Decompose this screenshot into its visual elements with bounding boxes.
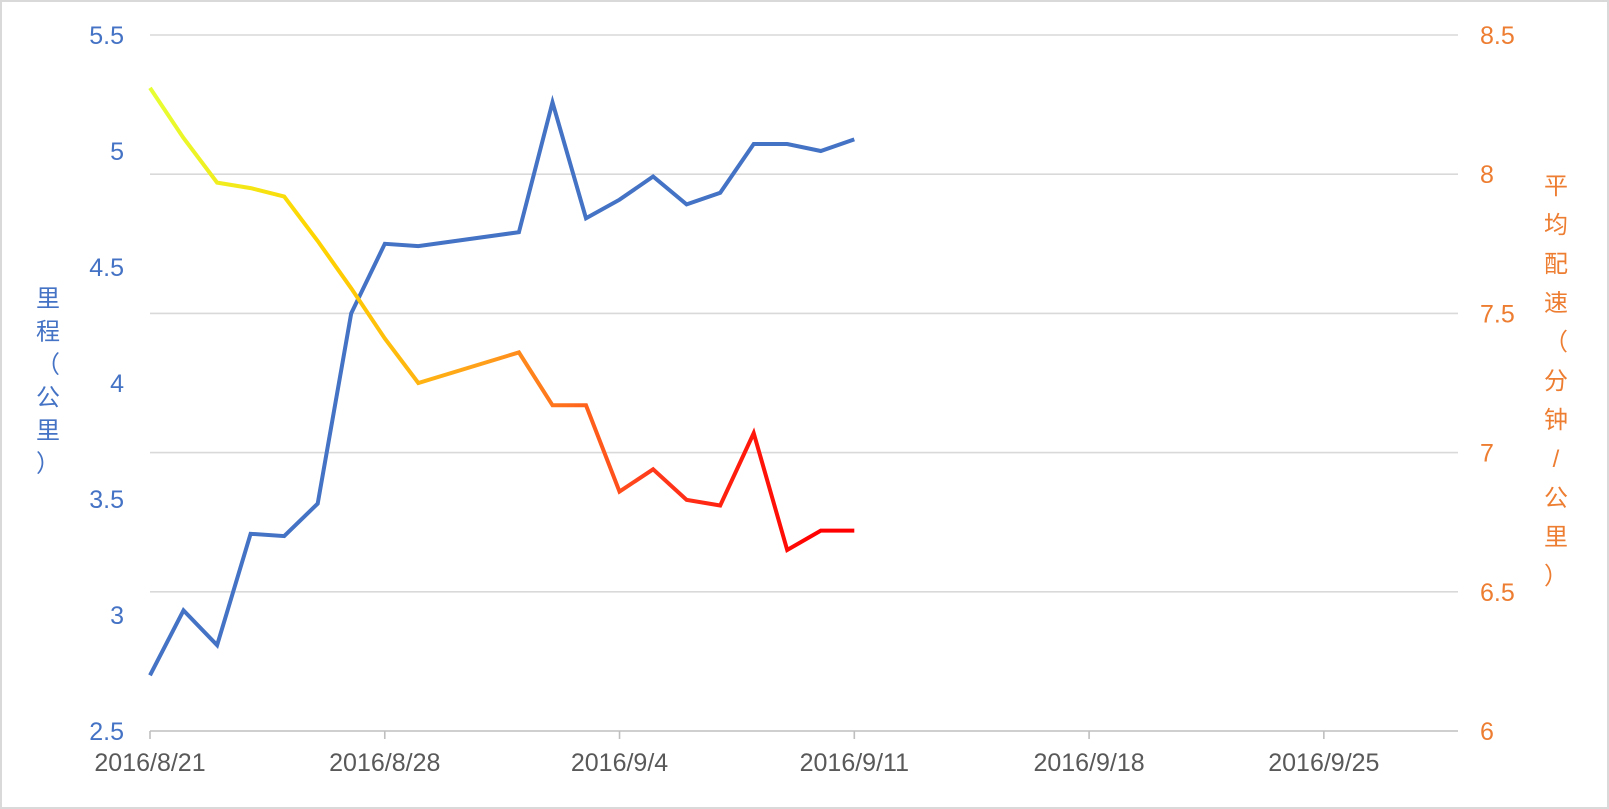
axis-title-char: ）	[1544, 563, 1568, 590]
right-y-tick-label: 6.5	[1480, 579, 1515, 607]
x-tick-label: 2016/8/28	[329, 749, 440, 777]
left-axis-title: 里程（公里）	[36, 286, 60, 478]
right-y-tick-label: 7.5	[1480, 300, 1515, 328]
pace-series-line	[148, 86, 855, 554]
right-y-tick-label: 7	[1480, 440, 1494, 468]
left-y-tick-label: 3.5	[89, 486, 124, 514]
distance-series-line	[148, 94, 855, 677]
left-y-tick-label: 5.5	[89, 22, 124, 50]
x-axis-ticks: 2016/8/21 2016/8/28 2016/9/4 2016/9/11 2016/…	[94, 731, 1379, 777]
axis-title-char: 里	[36, 286, 60, 313]
axis-title-char: 里	[36, 418, 60, 445]
axis-title-char: （	[36, 352, 60, 379]
x-tick-label: 2016/9/11	[800, 749, 909, 777]
axis-title-char: 程	[36, 319, 60, 346]
axis-title-char: （	[1544, 329, 1568, 356]
axis-title-char: 速	[1544, 290, 1568, 317]
right-y-tick-label: 8	[1480, 161, 1494, 189]
x-tick-label: 2016/8/21	[94, 749, 205, 777]
right-y-axis-ticks: 6 6.5 7 7.5 8 8.5	[1480, 22, 1515, 746]
left-y-axis-ticks: 2.5 3 3.5 4 4.5 5 5.5	[89, 22, 124, 746]
axis-title-char: /	[1553, 446, 1560, 473]
axis-title-char: 分	[1544, 368, 1568, 395]
left-y-tick-label: 3	[110, 602, 124, 630]
left-y-tick-label: 5	[110, 138, 124, 166]
axis-title-char: 里	[1544, 524, 1568, 551]
axis-title-char: 公	[1544, 485, 1568, 512]
axis-title-char: 平	[1544, 173, 1568, 200]
axis-title-char: 钟	[1544, 407, 1568, 434]
right-y-tick-label: 6	[1480, 718, 1494, 746]
x-tick-label: 2016/9/4	[571, 749, 668, 777]
axis-title-char: ）	[36, 451, 60, 478]
left-y-tick-label: 4	[110, 370, 124, 398]
x-tick-label: 2016/9/18	[1033, 749, 1144, 777]
axis-title-char: 配	[1544, 251, 1568, 278]
series-lines	[148, 86, 855, 677]
axis-title-char: 公	[36, 385, 60, 412]
left-y-tick-label: 4.5	[89, 254, 124, 282]
left-y-tick-label: 2.5	[89, 718, 124, 746]
right-y-tick-label: 8.5	[1480, 22, 1515, 50]
axis-title-char: 均	[1544, 212, 1568, 239]
x-tick-label: 2016/9/25	[1268, 749, 1379, 777]
